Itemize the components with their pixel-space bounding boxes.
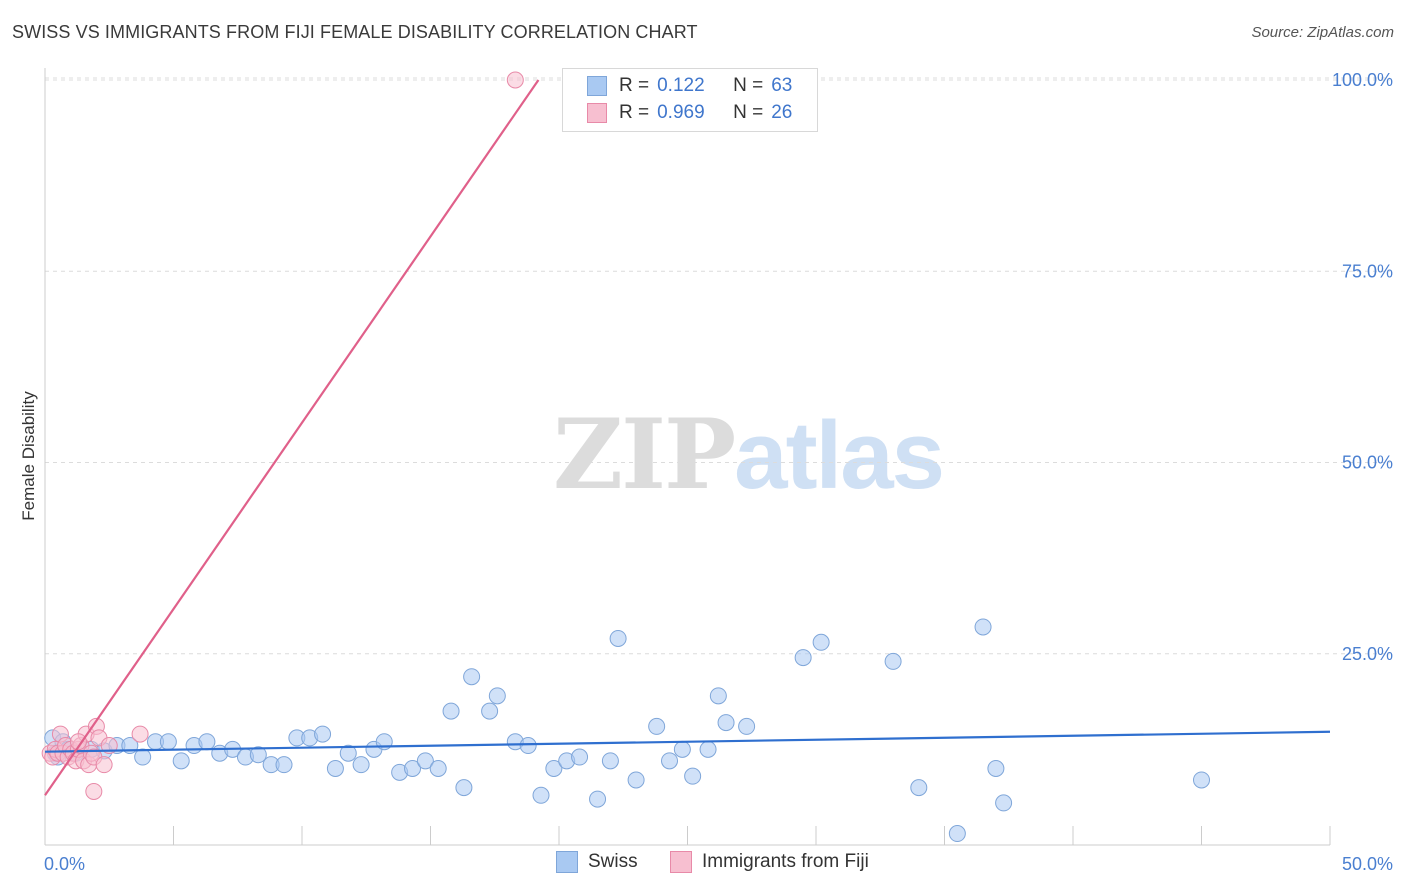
- fiji-point: [95, 756, 113, 774]
- legend-r-value: 0.969: [657, 102, 705, 123]
- legend-n-label: N =: [733, 75, 764, 96]
- fiji-point: [69, 733, 87, 751]
- legend-n-value: 63: [771, 75, 793, 96]
- swiss-point: [159, 733, 177, 751]
- swiss-point: [974, 618, 992, 636]
- data-points: [41, 71, 1210, 843]
- correlation-legend: R = 0.122 N = 63 R = 0.969 N = 26: [562, 68, 818, 132]
- legend-swatch-fiji: [670, 851, 692, 873]
- swiss-point: [326, 760, 344, 777]
- tick-labels: 25.0% 50.0% 75.0% 100.0% 0.0% 50.0%: [44, 70, 1393, 874]
- legend-n-value: 26: [771, 102, 793, 123]
- swiss-point: [717, 714, 735, 732]
- swiss-point: [339, 744, 357, 762]
- swiss-point: [416, 752, 434, 770]
- swiss-point: [314, 725, 332, 743]
- fiji-trend-line: [44, 79, 540, 796]
- x-tick-label: 0.0%: [44, 854, 85, 874]
- swiss-point: [488, 687, 506, 705]
- y-tick-label: 25.0%: [1342, 644, 1393, 664]
- legend-item-fiji[interactable]: Immigrants from Fiji: [670, 851, 869, 873]
- swiss-point: [172, 752, 190, 770]
- legend-n-label: N =: [733, 102, 764, 123]
- swiss-point: [532, 786, 550, 804]
- fiji-point: [506, 71, 524, 89]
- swiss-point: [673, 740, 691, 758]
- legend-swatch-fiji: [587, 103, 607, 123]
- swiss-point: [571, 748, 589, 766]
- legend-swatch-swiss: [556, 851, 578, 873]
- swiss-point: [948, 825, 966, 843]
- x-tick-label: 50.0%: [1342, 854, 1393, 874]
- swiss-trend-line: [44, 730, 1331, 753]
- y-tick-label: 100.0%: [1332, 70, 1393, 90]
- swiss-point: [661, 752, 679, 770]
- swiss-point: [709, 687, 727, 705]
- fiji-point: [131, 725, 149, 743]
- swiss-point: [609, 629, 627, 647]
- swiss-point: [249, 746, 267, 764]
- swiss-point: [987, 760, 1005, 777]
- swiss-point: [995, 794, 1013, 812]
- swiss-point: [545, 760, 563, 777]
- legend-label-fiji: Immigrants from Fiji: [702, 851, 869, 872]
- y-axis-title: Female Disability: [19, 391, 38, 521]
- swiss-point: [738, 717, 756, 735]
- swiss-point: [684, 767, 702, 785]
- fiji-point: [85, 782, 103, 800]
- swiss-point: [429, 760, 447, 777]
- swiss-point: [627, 771, 645, 789]
- swiss-point: [601, 752, 619, 770]
- y-tick-label: 75.0%: [1342, 261, 1393, 281]
- legend-label-swiss: Swiss: [588, 851, 638, 872]
- legend-row-fiji: R = 0.969 N = 26: [587, 102, 792, 124]
- swiss-point: [589, 790, 607, 808]
- y-tick-label: 50.0%: [1342, 453, 1393, 473]
- swiss-point: [134, 748, 152, 766]
- swiss-point: [794, 649, 812, 667]
- swiss-point: [352, 756, 370, 774]
- swiss-point: [198, 733, 216, 751]
- source-label: Source: ZipAtlas.com: [1251, 24, 1394, 41]
- swiss-point: [1193, 771, 1210, 789]
- watermark-atlas: atlas: [734, 402, 945, 509]
- swiss-point: [404, 760, 422, 777]
- swiss-point: [463, 668, 481, 686]
- swiss-point: [442, 702, 460, 720]
- swiss-point: [884, 652, 902, 670]
- legend-item-swiss[interactable]: Swiss: [556, 851, 638, 873]
- legend-r-label: R =: [619, 102, 650, 123]
- axes: [44, 68, 1331, 846]
- trend-lines: [44, 79, 1331, 796]
- watermark: ZIPatlas: [553, 398, 945, 511]
- watermark-zip: ZIP: [553, 398, 736, 511]
- legend-swatch-swiss: [587, 76, 607, 96]
- swiss-point: [519, 737, 537, 755]
- series-legend: Swiss Immigrants from Fiji: [0, 851, 1406, 877]
- swiss-point: [910, 779, 928, 797]
- chart-title: SWISS VS IMMIGRANTS FROM FIJI FEMALE DIS…: [12, 22, 698, 42]
- legend-r-label: R =: [619, 75, 650, 96]
- swiss-point: [648, 717, 666, 735]
- swiss-point: [275, 756, 293, 774]
- legend-row-swiss: R = 0.122 N = 63: [587, 75, 792, 97]
- swiss-point: [699, 740, 717, 758]
- swiss-point: [455, 779, 473, 797]
- legend-r-value: 0.122: [657, 75, 705, 96]
- swiss-point: [481, 702, 499, 720]
- swiss-point: [812, 633, 830, 651]
- gridlines: [45, 77, 1390, 655]
